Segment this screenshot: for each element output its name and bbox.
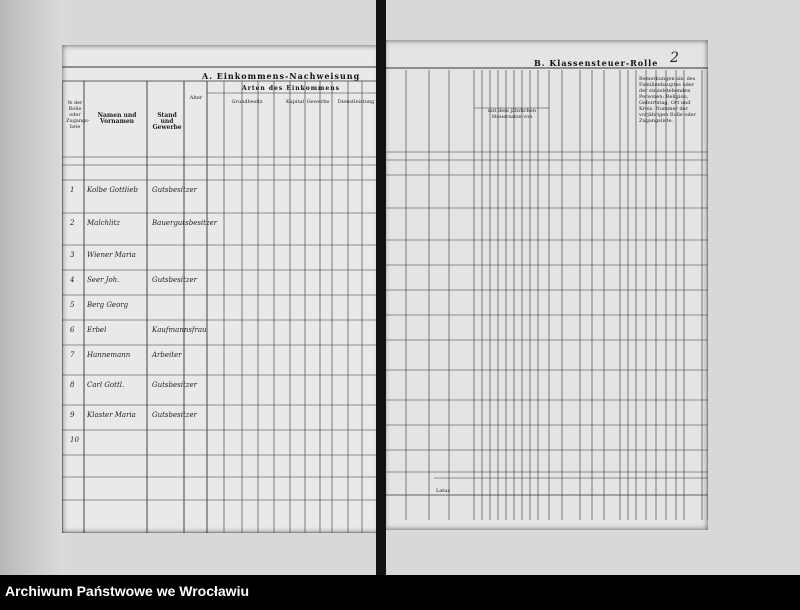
group-gewerbe: Gewerbe	[306, 99, 330, 105]
row-stand: Gutsbesitzer	[152, 381, 197, 389]
col-rate-header: mit dem jährlichen Steuersatze von	[488, 108, 536, 120]
scan-margin	[0, 0, 65, 575]
page-number: 2	[670, 50, 679, 66]
row-name: Kolbe Gottlieb	[87, 186, 138, 194]
scan-background: A. Einkommens-Nachweisung Arten des Eink…	[0, 0, 800, 575]
row-no: 9	[70, 411, 75, 419]
row-name: Hannemann	[87, 351, 131, 359]
row-no: 5	[70, 301, 75, 309]
section-a-subtitle: Arten des Einkommens	[242, 85, 340, 92]
archive-name: Archiwum Państwowe we Wrocławiu	[5, 583, 250, 599]
table-grid-a	[62, 66, 380, 533]
group-grundbesitz: Grundbesitz	[231, 99, 263, 105]
section-b-title: B. Klassensteuer-Rolle	[534, 58, 659, 68]
latus-label: Latus	[436, 488, 451, 494]
row-no: 10	[70, 436, 79, 444]
row-name: Berg Georg	[87, 301, 129, 309]
col-alter-header: Alter	[189, 95, 203, 101]
row-no: 2	[70, 219, 75, 227]
table-grid-b	[384, 67, 708, 520]
row-stand: Kaufmannsfrau	[152, 326, 207, 334]
row-no: 4	[70, 276, 75, 284]
group-kapital: Kapital	[285, 99, 305, 105]
row-name: Klaster Maria	[87, 411, 136, 419]
row-name: Carl Gottl.	[87, 381, 125, 389]
row-name: Erbel	[87, 326, 107, 334]
col-remarks-header: Bemerkungen als: des Familienhauptes ode…	[639, 76, 697, 124]
row-name: Wiener Maria	[87, 251, 136, 259]
row-stand: Gutsbesitzer	[152, 186, 197, 194]
row-stand: Arbeiter	[152, 351, 182, 359]
row-no: 8	[70, 381, 75, 389]
row-no: 3	[70, 251, 75, 259]
page-b: B. Klassensteuer-Rolle 2 mit dem jährlic…	[384, 40, 708, 530]
row-no: 1	[70, 186, 75, 194]
row-name: Malchlitz	[87, 219, 120, 227]
section-a-title: A. Einkommens-Nachweisung	[202, 71, 361, 81]
book-spine	[376, 0, 386, 575]
row-stand: Gutsbesitzer	[152, 276, 197, 284]
page-a: A. Einkommens-Nachweisung Arten des Eink…	[62, 45, 380, 533]
row-no: 6	[70, 326, 75, 334]
row-name: Seer Joh.	[87, 276, 120, 284]
row-no: 7	[70, 351, 75, 359]
col-name-header: Namen und Vornamen	[97, 112, 137, 125]
col-stand-header: Stand und Gewerbe	[152, 112, 182, 131]
archive-footer: Archiwum Państwowe we Wrocławiu	[0, 575, 800, 610]
row-stand: Bauergutsbesitzer	[152, 219, 218, 227]
row-stand: Gutsbesitzer	[152, 411, 197, 419]
group-dienstleistung: Dienstleistung	[337, 99, 375, 105]
col-no-header: № der Rolle oder Zugangs-liste	[66, 100, 90, 130]
